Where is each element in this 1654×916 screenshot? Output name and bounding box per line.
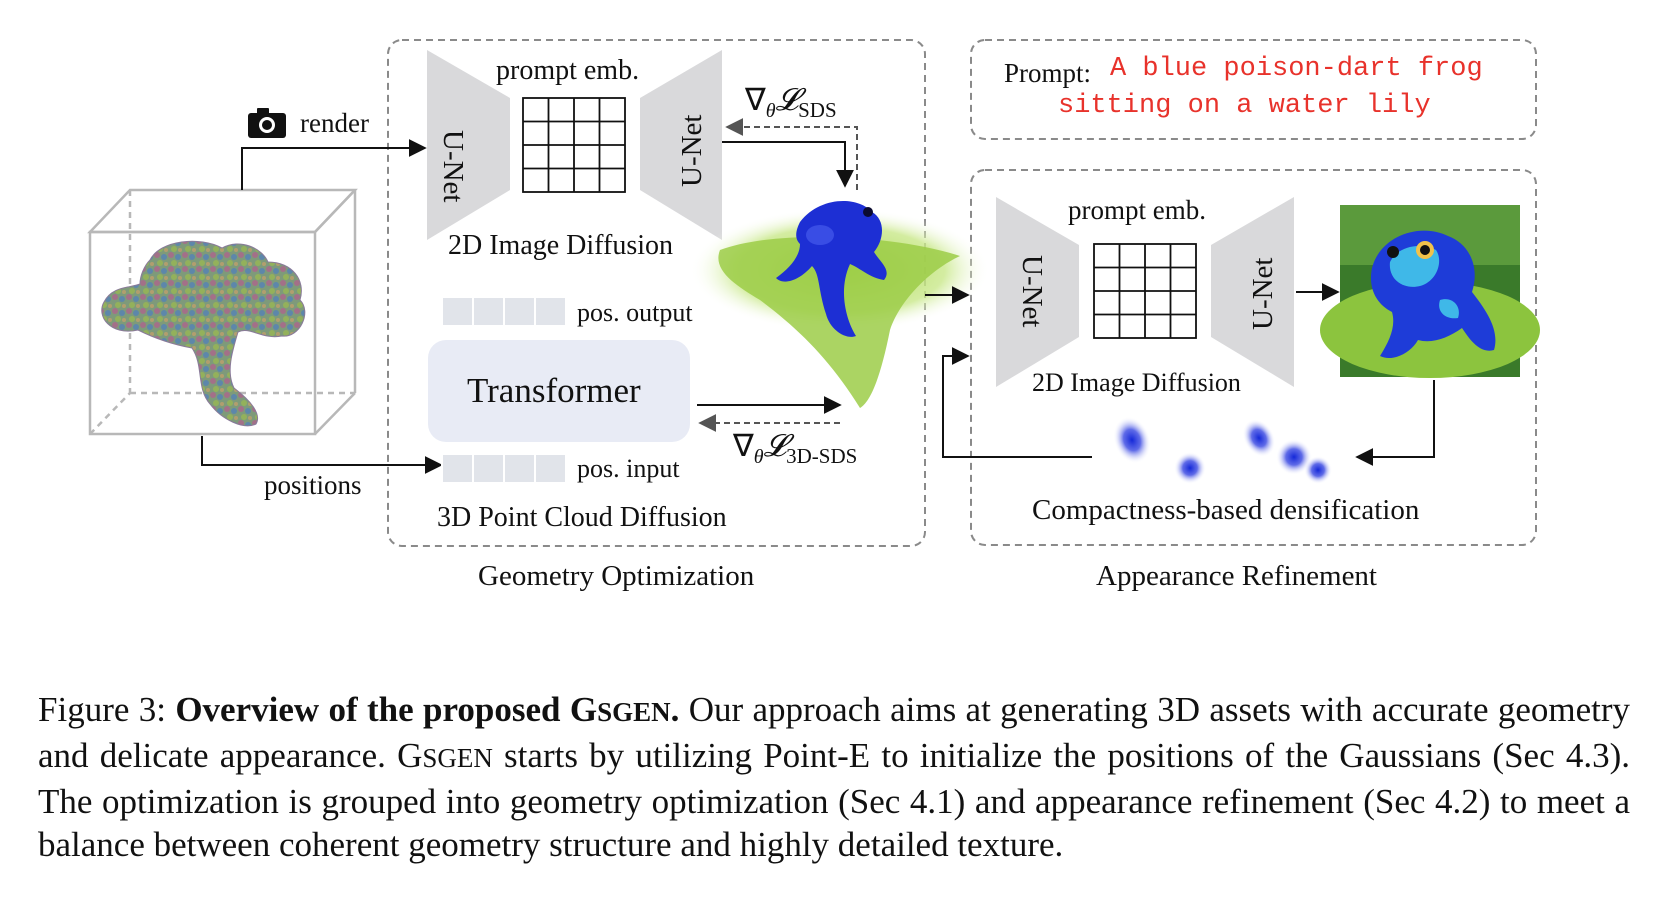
pos-output-tokens: [441, 296, 567, 327]
app-prompt-emb-label: prompt emb.: [1068, 195, 1206, 225]
pipeline-figure: render positions prompt emb. U-Net U-Net…: [87, 39, 1540, 592]
caption-body-2: starts by utilizing Point-E to initializ…: [38, 736, 1630, 864]
geo-unet-right-shape: [640, 50, 722, 240]
cube-front-face: [88, 230, 317, 436]
positions-arrow: [201, 436, 443, 474]
app-image-diffusion-title: 2D Image Diffusion: [1032, 368, 1241, 397]
render-label: render: [300, 108, 369, 138]
gaussian-blobs-icon: [1113, 416, 1332, 484]
densification-feedback-arrow: [942, 347, 1092, 458]
caption-title: Overview of the proposed Gsgen.: [175, 690, 680, 729]
app-unet-left-label: U-Net: [1016, 255, 1048, 328]
camera-icon: [248, 108, 286, 138]
transformer-label: Transformer: [467, 371, 641, 410]
frog-image-icon: [1320, 205, 1540, 378]
prompt-line-2: sitting on a water lily: [1058, 91, 1431, 121]
pos-input-tokens: [441, 453, 567, 484]
frog-render-icon: [690, 201, 990, 408]
caption-name-2: Gsgen: [397, 736, 493, 775]
pos-output-label: pos. output: [577, 298, 693, 327]
unet-to-render-arrow: [722, 141, 854, 188]
geo-prompt-emb-label: prompt emb.: [496, 55, 640, 86]
app-unet-left-shape: [996, 197, 1079, 387]
positions-label: positions: [264, 470, 362, 500]
appearance-section-label: Appearance Refinement: [1096, 560, 1377, 592]
sds-loss-label: ∇θ𝓛SDS: [745, 82, 837, 123]
app-prompt-emb-grid: [1093, 243, 1197, 339]
densification-label: Compactness-based densification: [1032, 494, 1420, 526]
image-to-densification-arrow: [1355, 380, 1435, 466]
geometry-section-label: Geometry Optimization: [478, 560, 755, 592]
prompt-text: Prompt:: [1004, 54, 1091, 92]
geo-unet-right-label: U-Net: [676, 114, 708, 187]
prompt-label: Prompt:: [1004, 58, 1092, 88]
appearance-group-box: [970, 169, 1537, 546]
point-cloud-blob-icon: [101, 240, 306, 427]
geo-unet-left-shape: [427, 50, 510, 240]
sds-gradient-arrow: [725, 118, 858, 190]
figure-caption: Figure 3: Overview of the proposed Gsgen…: [38, 688, 1630, 866]
caption-figure-label: Figure 3:: [38, 690, 166, 729]
render-arrow: [241, 139, 427, 190]
app-unet-right-shape: [1211, 197, 1294, 387]
caption-body-1: Our approach aims at generating 3D asset…: [38, 690, 1631, 775]
figure-canvas: [87, 39, 1540, 547]
prompt-line-1: A blue poison-dart frog: [1110, 54, 1483, 84]
geo-unet-left-label: U-Net: [437, 130, 469, 203]
transformer-box: [428, 340, 690, 442]
app-unet-right-label: U-Net: [1247, 257, 1279, 330]
point-cloud-diffusion-title: 3D Point Cloud Diffusion: [437, 502, 727, 533]
sds3d-loss-label: ∇θ𝓛3D-SDS: [733, 428, 858, 469]
geo-image-diffusion-title: 2D Image Diffusion: [448, 230, 673, 261]
prompt-box: [970, 39, 1537, 140]
pos-input-label: pos. input: [577, 454, 680, 483]
geo-prompt-emb-grid: [522, 97, 626, 193]
